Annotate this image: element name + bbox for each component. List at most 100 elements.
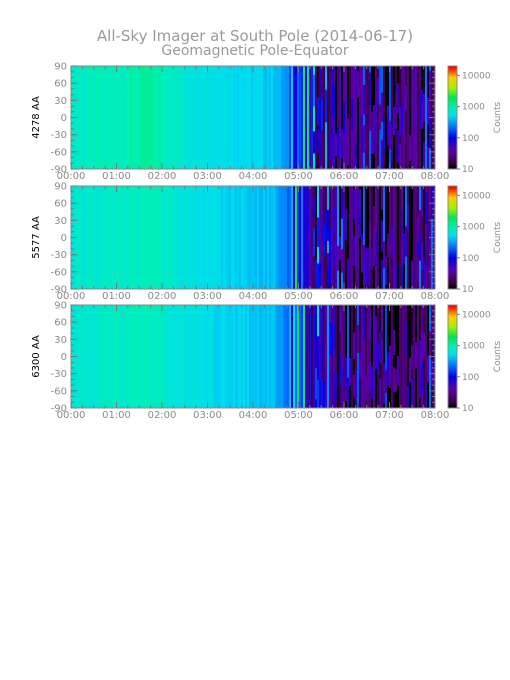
heat-column <box>141 186 144 289</box>
heat-column <box>289 186 292 289</box>
heat-column <box>159 66 162 169</box>
colorbar-segment <box>448 344 457 347</box>
heat-column <box>245 66 248 169</box>
heat-segment <box>321 99 324 131</box>
heat-column <box>275 66 278 169</box>
heat-column <box>95 305 98 408</box>
heat-column <box>97 66 100 169</box>
colorbar-segment <box>448 95 457 98</box>
heat-column <box>365 186 368 289</box>
heat-column <box>95 66 98 169</box>
heat-column <box>123 186 126 289</box>
heat-column <box>79 186 82 289</box>
heat-segment <box>329 322 332 355</box>
heat-segment <box>381 306 384 332</box>
heat-column <box>327 305 330 408</box>
heat-column <box>293 66 296 169</box>
heat-segment <box>373 206 376 229</box>
heat-column <box>151 305 154 408</box>
heat-column <box>85 66 88 169</box>
heat-column <box>407 66 410 169</box>
heat-column <box>151 186 154 289</box>
heat-column <box>187 305 190 408</box>
heat-segment <box>423 93 426 122</box>
heat-column <box>315 305 318 408</box>
heat-segment <box>379 331 382 363</box>
heat-column <box>105 305 108 408</box>
heat-segment <box>341 249 344 273</box>
heat-column <box>295 186 298 289</box>
heat-segment <box>329 134 332 160</box>
colorbar-segment <box>448 150 457 153</box>
heat-segment <box>373 225 376 250</box>
heat-column <box>353 66 356 169</box>
heat-column <box>203 186 206 289</box>
heat-column <box>207 66 210 169</box>
colorbar-segment <box>448 138 457 141</box>
heat-column <box>169 66 172 169</box>
heat-column <box>389 186 392 289</box>
heat-column <box>129 186 132 289</box>
heat-segment <box>381 220 384 252</box>
heat-column <box>311 186 314 289</box>
heat-column <box>137 66 140 169</box>
heat-column <box>79 305 82 408</box>
heat-column <box>209 305 212 408</box>
heatmap-3 <box>71 305 436 408</box>
colorbar-tick-label: 100 <box>462 134 479 144</box>
colorbar-segment <box>448 240 457 244</box>
heat-segment <box>363 307 366 340</box>
heat-column <box>233 186 236 289</box>
heat-segment <box>327 253 330 279</box>
heat-segment <box>347 138 350 166</box>
heat-column <box>139 186 142 289</box>
heat-column <box>207 186 210 289</box>
heat-column <box>297 66 300 169</box>
colorbar-segment <box>448 334 457 337</box>
colorbar-label: Counts <box>493 340 503 372</box>
heat-column <box>315 186 318 289</box>
heat-column <box>291 186 294 289</box>
heat-column <box>83 305 86 408</box>
heat-column <box>85 186 88 289</box>
heat-column <box>145 305 148 408</box>
heat-column <box>285 186 288 289</box>
heat-segment <box>365 375 368 400</box>
heat-column <box>241 186 244 289</box>
heat-column <box>173 66 176 169</box>
heat-column <box>91 186 94 289</box>
heat-segment <box>395 369 398 393</box>
heat-segment <box>419 227 422 261</box>
heat-column <box>85 305 88 408</box>
heat-column <box>215 66 218 169</box>
heat-segment <box>371 366 374 399</box>
heat-segment <box>383 375 386 404</box>
heat-column <box>159 186 162 289</box>
heat-column <box>311 66 314 169</box>
colorbar-segment <box>448 131 457 134</box>
heat-column <box>337 186 340 289</box>
colorbar-segment <box>448 392 457 395</box>
y-tick-label: -60 <box>51 386 67 397</box>
heat-column <box>349 66 352 169</box>
colorbar-segment <box>448 342 457 345</box>
heat-column <box>267 66 270 169</box>
heat-column <box>281 305 284 408</box>
heat-column <box>259 66 262 169</box>
colorbar-segment <box>448 194 457 197</box>
colorbar-segment <box>448 96 457 100</box>
heat-column <box>405 305 408 408</box>
heat-segment <box>363 125 366 153</box>
heat-column <box>297 305 300 408</box>
heat-segment <box>379 378 382 408</box>
heat-column <box>107 66 110 169</box>
heat-segment <box>389 121 392 149</box>
heat-segment <box>399 107 402 136</box>
heat-column <box>207 305 210 408</box>
heat-segment <box>375 316 378 346</box>
heat-column <box>181 186 184 289</box>
heat-column <box>101 305 104 408</box>
colorbar-segment <box>448 361 457 364</box>
heat-column <box>167 305 170 408</box>
